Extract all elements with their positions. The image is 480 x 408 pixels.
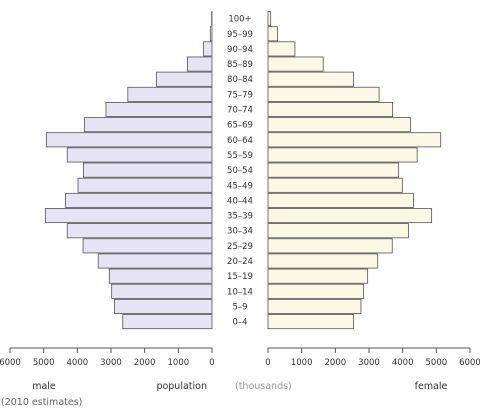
age-label-19: 95–99 xyxy=(227,30,253,40)
age-label-11: 55–59 xyxy=(227,151,253,161)
age-label-1: 5–9 xyxy=(232,302,247,312)
age-label-20: 100+ xyxy=(228,15,251,25)
female-tick-label-6: 6000 xyxy=(459,358,480,368)
female-bar-10 xyxy=(267,162,400,178)
age-label-15: 75–79 xyxy=(227,90,253,100)
male-bar-11 xyxy=(66,147,213,163)
female-bar-0 xyxy=(267,314,354,330)
age-label-12: 60–64 xyxy=(227,136,253,146)
age-group-labels: 0–4 5–9 10–14 15–19 20–24 25–29 30–34 35–39 40–4… xyxy=(227,15,253,328)
male-bar-19 xyxy=(209,26,213,42)
female-bar-5 xyxy=(267,238,393,254)
male-bar-8 xyxy=(65,192,213,208)
female-bar-4 xyxy=(267,253,379,269)
male-tick-label-0: 0 xyxy=(209,358,214,368)
male-bar-4 xyxy=(97,253,213,269)
male-bar-6 xyxy=(66,223,213,239)
male-bar-15 xyxy=(127,86,213,102)
age-label-2: 10–14 xyxy=(227,287,253,297)
female-tick-label-4: 4000 xyxy=(392,358,414,368)
male-bar-14 xyxy=(105,102,213,118)
male-label: male xyxy=(32,381,56,392)
age-label-4: 20–24 xyxy=(227,257,253,267)
female-bar-11 xyxy=(267,147,418,163)
male-bar-2 xyxy=(111,283,213,299)
female-bar-8 xyxy=(267,192,414,208)
male-tick-label-4: 4000 xyxy=(67,358,89,368)
female-tick-label-3: 3000 xyxy=(358,358,380,368)
female-bar-12 xyxy=(267,132,442,148)
female-bars xyxy=(267,11,442,330)
male-bar-1 xyxy=(113,298,213,314)
age-label-10: 50–54 xyxy=(227,166,253,176)
female-bar-6 xyxy=(267,223,409,239)
female-tick-label-1: 1000 xyxy=(291,358,313,368)
age-label-14: 70–74 xyxy=(227,106,253,116)
female-tick-label-2: 2000 xyxy=(325,358,347,368)
female-bar-14 xyxy=(267,102,393,118)
female-bar-9 xyxy=(267,177,403,193)
female-tick-label-0: 0 xyxy=(265,358,270,368)
male-bars xyxy=(44,11,213,330)
male-tick-label-6: 6000 xyxy=(0,358,21,368)
estimates-note: (2010 estimates) xyxy=(1,397,82,408)
female-bar-19 xyxy=(267,26,278,42)
age-label-8: 40–44 xyxy=(227,196,253,206)
female-bar-15 xyxy=(267,86,380,102)
age-label-17: 85–89 xyxy=(227,60,253,70)
female-bar-3 xyxy=(267,268,369,284)
age-label-7: 35–39 xyxy=(227,212,253,222)
female-bar-16 xyxy=(267,71,354,87)
female-bar-18 xyxy=(267,41,296,57)
male-bar-18 xyxy=(203,41,213,57)
male-bar-12 xyxy=(45,132,213,148)
male-tick-label-5: 5000 xyxy=(33,358,55,368)
female-bar-13 xyxy=(267,117,411,133)
age-label-6: 30–34 xyxy=(227,227,253,237)
female-bar-17 xyxy=(267,56,324,72)
x-axes: 0 0 1000 1000 2000 2000 3000 3000 4000 4000 5000 50… xyxy=(0,347,480,368)
male-bar-13 xyxy=(84,117,213,133)
age-label-16: 80–84 xyxy=(227,75,253,85)
male-bar-3 xyxy=(108,268,213,284)
female-bar-7 xyxy=(267,208,433,224)
age-label-0: 0–4 xyxy=(232,318,247,328)
age-label-5: 25–29 xyxy=(227,242,253,252)
female-bar-1 xyxy=(267,298,362,314)
male-tick-label-1: 1000 xyxy=(168,358,190,368)
age-label-18: 90–94 xyxy=(227,45,253,55)
male-bar-5 xyxy=(82,238,213,254)
population-label: population xyxy=(156,381,207,392)
male-bar-0 xyxy=(122,314,213,330)
female-bar-20 xyxy=(267,11,272,27)
male-bar-9 xyxy=(77,177,213,193)
male-tick-label-2: 2000 xyxy=(134,358,156,368)
female-tick-label-5: 5000 xyxy=(426,358,448,368)
male-bar-7 xyxy=(44,208,213,224)
age-label-3: 15–19 xyxy=(227,272,253,282)
male-bar-17 xyxy=(187,56,213,72)
age-label-9: 45–49 xyxy=(227,181,253,191)
male-bar-10 xyxy=(82,162,213,178)
female-label: female xyxy=(415,381,448,392)
thousands-label: (thousands) xyxy=(235,381,292,392)
age-label-13: 65–69 xyxy=(227,121,253,131)
male-tick-label-3: 3000 xyxy=(100,358,122,368)
female-bar-2 xyxy=(267,283,365,299)
male-bar-16 xyxy=(156,71,213,87)
